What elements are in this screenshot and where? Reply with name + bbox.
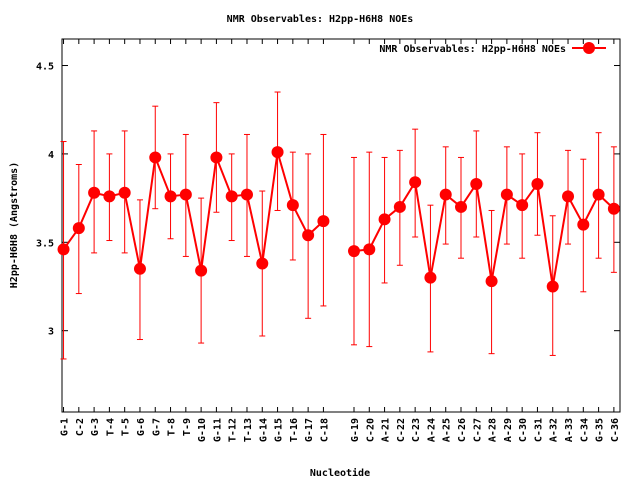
x-tick-label: G-11 [212,418,223,442]
data-point [149,151,162,164]
data-point [546,280,559,293]
data-point [57,243,70,256]
data-marks [57,91,620,360]
x-tick-label: C-30 [518,418,529,442]
series-line [353,179,615,287]
data-point [210,151,223,164]
data-point [164,190,177,203]
x-tick-label: T-4 [105,418,116,436]
y-tick-label: 3 [48,327,54,338]
data-point [516,199,529,212]
x-tick-label: G-15 [274,418,285,442]
chart-title: NMR Observables: H2pp-H6H8 NOEs [227,14,414,25]
x-tick-label: A-21 [381,418,392,442]
data-point [592,188,605,201]
x-tick-label: T-8 [167,418,178,436]
y-axis-label: H2pp-H6H8 (Angstroms) [9,162,20,288]
x-axis-label: Nucleotide [310,467,370,479]
data-point [363,243,376,256]
x-tick-label: A-33 [564,418,575,442]
x-tick-label: A-24 [426,418,437,442]
data-point [179,188,192,201]
data-point [393,200,406,213]
x-tick-label: A-25 [442,418,453,442]
data-point [195,264,208,277]
data-point [317,215,330,228]
y-tick-label: 4 [48,150,54,161]
data-point [302,229,315,242]
data-point [240,188,253,201]
data-point [500,188,513,201]
data-point [485,275,498,288]
x-tick-label: T-13 [243,418,254,442]
x-tick-label: G-35 [595,418,606,442]
x-tick-label: T-16 [289,418,300,442]
data-point [424,271,437,284]
data-point [470,177,483,190]
x-tick-label: C-27 [472,418,483,442]
x-tick-label: T-9 [182,418,193,436]
data-point [103,190,116,203]
x-tick-label: G-1 [60,418,71,436]
x-tick-label: C-31 [533,418,544,442]
x-tick-label: C-2 [75,418,86,436]
x-tick-label: C-34 [579,418,590,442]
data-point [72,222,85,235]
x-tick-label: T-12 [228,418,239,442]
y-tick-label: 3.5 [36,238,54,249]
plot-border [61,38,621,413]
x-tick-label: C-36 [610,418,621,442]
x-tick-label: C-26 [457,418,468,442]
data-point [455,200,468,213]
data-point [607,202,620,215]
y-tick-label: 4.5 [36,62,54,73]
x-tick-label: C-20 [365,418,376,442]
axes: 3 3.5 4 4.5 G-1 C-2 G-3 T-4 T-5 G-6 G-7 T-8 T-9 G-10 G… [36,38,621,442]
data-point [118,186,131,199]
x-tick-label: C-18 [319,418,330,442]
x-tick-label: A-28 [488,418,499,442]
data-point [347,245,360,258]
data-point [133,262,146,275]
x-tick-label: G-7 [151,418,162,436]
x-tick-label: C-23 [411,418,422,442]
data-point [88,186,101,199]
x-tick-label: A-29 [503,418,514,442]
x-tick-label: G-6 [136,418,147,436]
data-point [225,190,238,203]
data-point [271,146,284,159]
x-tick-label: G-19 [350,418,361,442]
data-point [378,213,391,226]
x-tick-label: T-5 [121,418,132,436]
x-tick-label: G-10 [197,418,208,442]
data-point [409,176,422,189]
data-point [439,188,452,201]
data-point [531,177,544,190]
legend-marker [583,42,595,54]
x-tick-label: A-32 [549,418,560,442]
legend-label: NMR Observables: H2pp-H6H8 NOEs [379,44,566,55]
data-point [562,190,575,203]
legend: NMR Observables: H2pp-H6H8 NOEs [379,42,606,55]
x-tick-label: G-3 [90,418,101,436]
data-point [286,199,299,212]
series-line [62,151,325,271]
x-tick-label: G-17 [304,418,315,442]
x-tick-label: G-14 [258,418,269,442]
x-tick-label: C-22 [396,418,407,442]
data-point [256,257,269,270]
data-point [577,218,590,231]
